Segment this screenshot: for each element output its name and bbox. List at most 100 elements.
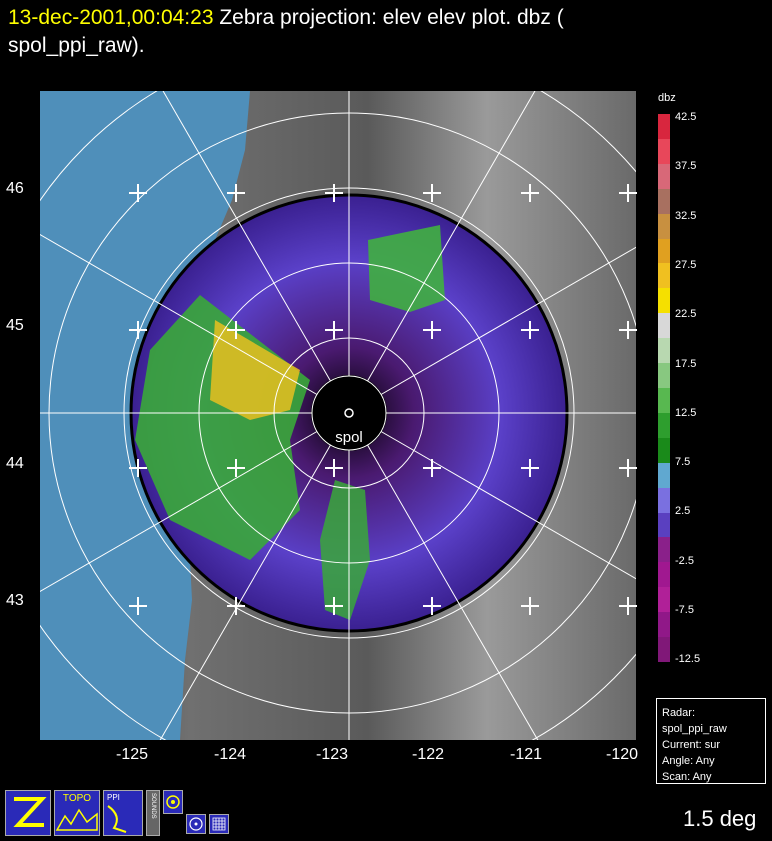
lat-label-45: 45: [6, 317, 24, 334]
echo-region-yellow: [210, 320, 300, 420]
sounds-button[interactable]: SOUNDS: [146, 790, 160, 836]
legend-label: 42.5: [675, 111, 697, 123]
legend-swatch: [658, 387, 670, 413]
legend-swatch: [658, 412, 670, 438]
color-legend-bar[interactable]: [658, 114, 670, 662]
grid-cross: [521, 459, 539, 477]
azimuth-spoke: [40, 234, 318, 395]
grid-cross: [325, 459, 343, 477]
grid-cross: [129, 459, 147, 477]
title-text-line2: spol_ppi_raw).: [8, 34, 145, 57]
lat-label-46: 46: [6, 180, 24, 197]
grid-cross: [325, 321, 343, 339]
legend-label: 7.5: [675, 456, 691, 469]
grid-cross: [619, 184, 637, 202]
grid-cross: [619, 321, 637, 339]
wheel-icon: [166, 795, 180, 809]
azimuth-spokes: [40, 91, 636, 740]
grid-icon: [212, 817, 226, 831]
lat-label-44: 44: [6, 455, 24, 472]
legend-label: 37.5: [675, 160, 697, 173]
legend-label: 32.5: [675, 209, 697, 222]
grid-cross: [521, 321, 539, 339]
lon-label-123: -123: [316, 746, 349, 763]
lon-label-120: -120: [606, 746, 639, 763]
grid-cross: [423, 459, 441, 477]
legend-swatch: [658, 263, 670, 289]
zebra-logo-button[interactable]: [5, 790, 51, 836]
window-title: 13-dec-2001,00:04:23 Zebra projection: e…: [8, 4, 688, 60]
legend-label: -7.5: [675, 604, 694, 616]
azimuth-spoke: [367, 91, 536, 382]
info-box[interactable]: Radar: spol_ppi_raw Current: sur Angle: …: [656, 698, 766, 784]
grid-cross: [619, 459, 637, 477]
spol-ppi-button[interactable]: PPI: [103, 790, 143, 836]
radar-dish-icon: [107, 805, 127, 833]
legend-label: -12.5: [675, 653, 701, 666]
grid-cross: [423, 321, 441, 339]
grid-cross: [521, 597, 539, 615]
ppi-label: PPI: [107, 793, 120, 802]
grid-cross: [325, 597, 343, 615]
wheel-button[interactable]: [163, 790, 183, 814]
topo-label: TOPO: [62, 793, 92, 804]
info-scan: Scan: Any: [662, 771, 712, 783]
lat-lon-crosses: [129, 184, 637, 615]
grid-cross: [227, 459, 245, 477]
legend-label: 12.5: [675, 406, 697, 419]
grid-cross: [423, 184, 441, 202]
legend-swatch: [658, 487, 670, 513]
legend-swatch: [658, 363, 670, 388]
legend-swatch: [658, 562, 670, 588]
info-angle: Angle: Any: [662, 755, 715, 767]
lat-label-43: 43: [6, 592, 24, 609]
lon-label-124: -124: [214, 746, 247, 763]
target-icon: [189, 817, 203, 831]
legend-swatch: [658, 138, 670, 164]
title-timestamp: 13-dec-2001,00:04:23: [8, 6, 214, 29]
azimuth-spoke: [380, 246, 636, 395]
legend-swatch: [658, 512, 670, 538]
grid-cross: [129, 597, 147, 615]
legend-swatch: [658, 188, 670, 214]
legend-swatch: [658, 587, 670, 613]
legend-swatch: [658, 537, 670, 563]
legend-swatch: [658, 338, 670, 364]
legend-swatch: [658, 313, 670, 339]
legend-swatch: [658, 213, 670, 239]
title-text-line1: Zebra projection: elev elev plot. dbz (: [213, 6, 564, 29]
legend-label: 27.5: [675, 258, 697, 271]
azimuth-spoke: [367, 444, 539, 740]
legend-label: -2.5: [675, 554, 694, 567]
sounds-label: SOUNDS: [150, 793, 156, 819]
legend-swatch: [658, 637, 670, 662]
legend-swatch: [658, 437, 670, 463]
elevation-readout: 1.5 deg: [683, 806, 757, 831]
info-current: Current: sur: [662, 739, 721, 751]
target-button[interactable]: [186, 814, 206, 834]
azimuth-spoke: [159, 444, 331, 740]
legend-label: 17.5: [675, 357, 697, 370]
legend-label: 22.5: [675, 308, 697, 321]
grid-button[interactable]: [209, 814, 229, 834]
grid-cross: [325, 184, 343, 202]
legend-swatch: [658, 288, 670, 314]
zebra-z-icon: [13, 797, 47, 827]
grid-cross: [227, 597, 245, 615]
legend-label: 2.5: [675, 505, 691, 518]
legend-swatch: [658, 612, 670, 638]
topo-button[interactable]: TOPO: [54, 790, 100, 836]
legend-swatch: [658, 238, 670, 264]
grid-cross: [423, 597, 441, 615]
echo-region-south: [320, 480, 370, 620]
azimuth-spoke: [380, 431, 636, 580]
grid-cross: [227, 321, 245, 339]
grid-cross: [521, 184, 539, 202]
grid-cross: [129, 184, 147, 202]
site-label: spol: [335, 429, 363, 446]
legend-swatch: [658, 163, 670, 189]
legend-swatch: [658, 462, 670, 488]
azimuth-spoke: [162, 91, 331, 382]
lon-label-121: -121: [510, 746, 543, 763]
